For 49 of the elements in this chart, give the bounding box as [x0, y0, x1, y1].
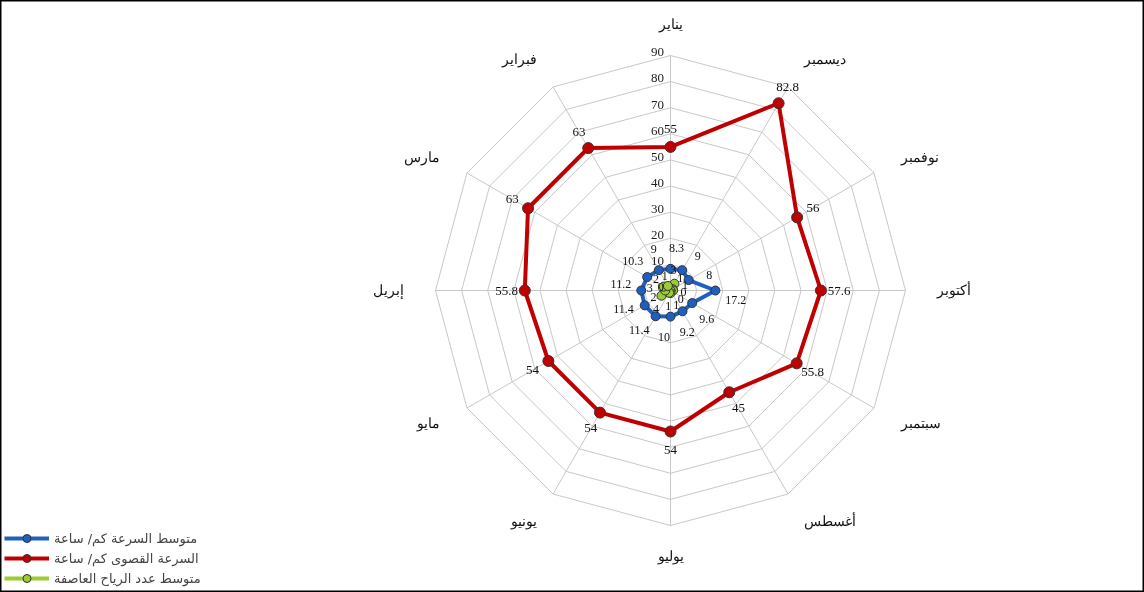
data-label: 54 — [664, 441, 678, 457]
spoke-label: ديسمبر — [802, 52, 846, 69]
data-label: 63 — [572, 124, 586, 140]
spoke-label: أكتوبر — [935, 280, 971, 299]
spoke-label: فبراير — [501, 52, 538, 69]
data-label: 54 — [584, 420, 598, 436]
spoke-label: مارس — [403, 149, 440, 166]
spoke-label: يناير — [657, 16, 683, 33]
data-label: 11.4 — [613, 302, 634, 317]
data-label: 9 — [694, 248, 701, 263]
data-label: 8.3 — [668, 241, 684, 256]
data-label: 3 — [670, 262, 677, 277]
spoke-label: يوليو — [656, 549, 684, 566]
y-tick-label: 30 — [650, 201, 664, 217]
data-label: 54 — [526, 362, 540, 378]
y-tick-label: 40 — [650, 174, 664, 190]
data-label: 1 — [661, 268, 668, 283]
spoke-label: سبتمبر — [900, 416, 942, 433]
data-label: 1 — [665, 299, 672, 314]
spoke-label: نوفمبر — [900, 149, 940, 166]
y-tick-label: 50 — [650, 148, 664, 164]
y-tick-label: 60 — [650, 122, 664, 138]
data-label: 9.2 — [679, 325, 695, 340]
data-label: 82.8 — [776, 79, 800, 95]
data-label: 55.8 — [495, 282, 518, 298]
data-label: 9.6 — [699, 311, 715, 326]
y-tick-label: 70 — [650, 96, 664, 112]
data-label: 1 — [677, 271, 684, 286]
data-label: 10.3 — [622, 254, 644, 269]
legend-label: متوسط عدد الرياح العاصفة — [54, 570, 201, 586]
spoke-label: أغسطس — [803, 510, 856, 530]
data-label: 57.6 — [827, 282, 852, 298]
y-tick-label: 80 — [650, 70, 664, 86]
legend-label: متوسط السرعة كم/ ساعة — [54, 530, 198, 546]
data-label: 11.4 — [629, 323, 650, 338]
data-label: 56 — [806, 200, 820, 216]
spoke-label: مايو — [415, 416, 440, 433]
legend-label: السرعة القصوى كم/ ساعة — [54, 550, 199, 566]
data-label: 11.2 — [610, 276, 632, 291]
data-label: 63 — [505, 191, 519, 207]
y-tick-label: 90 — [650, 44, 664, 60]
spoke-label: إبريل — [373, 283, 405, 299]
y-tick-label: 20 — [650, 227, 664, 243]
data-label: 55 — [664, 120, 677, 136]
data-label: 8 — [706, 267, 713, 282]
data-label: 55.8 — [801, 364, 824, 380]
spoke-label: يونيو — [510, 513, 538, 530]
data-label: 17.2 — [725, 292, 747, 307]
data-label: 45 — [731, 400, 745, 416]
